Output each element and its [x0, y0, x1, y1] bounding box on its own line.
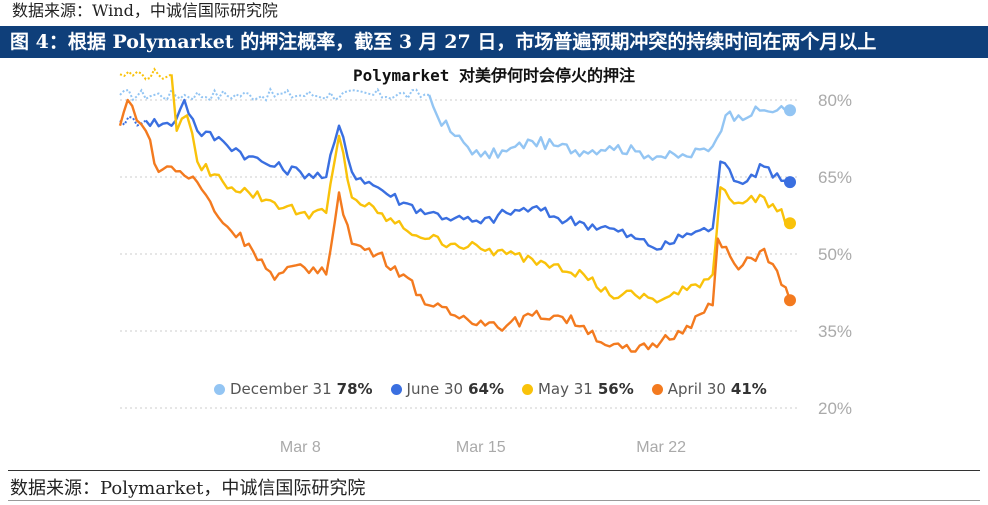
legend-item: June 30 64%: [390, 380, 504, 398]
chart-legend: December 31 78% June 30 64% May 31 56% April 3…: [214, 378, 767, 400]
legend-series-value: 64%: [468, 380, 504, 398]
legend-dot: [521, 383, 533, 395]
y-tick-label: 80%: [818, 91, 852, 110]
footer-bottom-divider: [8, 500, 980, 501]
legend-series-name: June 30: [406, 380, 464, 398]
line-chart: 80% 65% 50% 35% 20% Mar 8 Mar 15 Mar 22: [118, 67, 852, 456]
series-line-dashed: [119, 67, 172, 81]
legend-item: April 30 41%: [651, 380, 767, 398]
legend-series-value: 41%: [730, 380, 767, 398]
legend-series-name: April 30: [667, 380, 726, 398]
legend-item: May 31 56%: [521, 380, 634, 398]
legend-dot: [390, 383, 402, 395]
x-tick-label: Mar 8: [280, 439, 321, 456]
series-line: [144, 98, 791, 251]
series-line: [118, 98, 792, 353]
x-tick-label: Mar 15: [456, 439, 506, 456]
x-tick-label: Mar 22: [636, 439, 686, 456]
series-end-marker: [784, 294, 796, 307]
legend-item: December 31 78%: [214, 380, 373, 398]
series-end-marker: [784, 176, 796, 189]
legend-series-name: May 31: [537, 380, 593, 398]
chart-title: Polymarket 对美伊何时会停火的押注: [353, 66, 635, 85]
y-tick-label: 20%: [818, 399, 852, 418]
series-line: [170, 74, 791, 304]
top-source-note: 数据来源：Wind，中诚信国际研究院: [12, 1, 278, 20]
legend-series-value: 78%: [336, 380, 373, 398]
series-end-marker: [784, 217, 796, 230]
y-tick-label: 50%: [818, 245, 852, 264]
legend-dot: [214, 383, 225, 395]
figure-title-bar: 图 4：根据 Polymarket 的押注概率，截至 3 月 27 日，市场普遍…: [0, 26, 988, 58]
footer-divider: [8, 470, 980, 471]
series-line-dashed: [119, 86, 430, 102]
legend-dot: [651, 383, 663, 395]
legend-series-value: 56%: [597, 380, 634, 398]
series-line: [428, 94, 791, 161]
legend-series-name: December 31: [230, 380, 332, 398]
y-tick-label: 65%: [818, 168, 852, 187]
y-tick-label: 35%: [818, 322, 852, 341]
footer-source-note: 数据来源：Polymarket，中诚信国际研究院: [10, 478, 366, 499]
series-end-marker: [784, 104, 796, 117]
